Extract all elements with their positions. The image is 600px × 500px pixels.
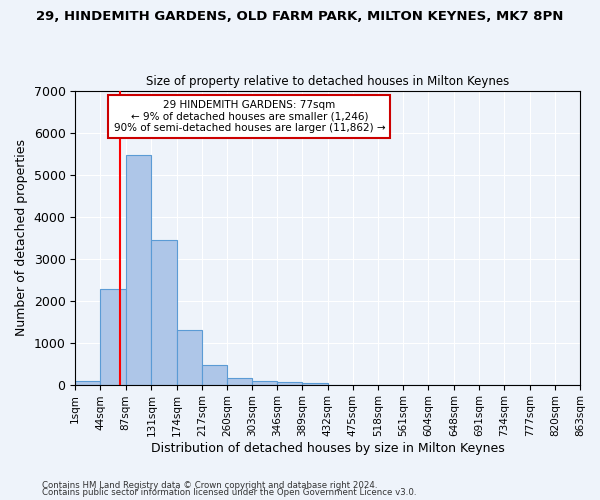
Bar [277,382,302,384]
Text: 29, HINDEMITH GARDENS, OLD FARM PARK, MILTON KEYNES, MK7 8PN: 29, HINDEMITH GARDENS, OLD FARM PARK, MI… [37,10,563,23]
Bar [202,366,227,384]
Bar [125,155,151,384]
X-axis label: Distribution of detached houses by size in Milton Keynes: Distribution of detached houses by size … [151,442,505,455]
Bar [227,378,252,384]
Bar [176,330,202,384]
Bar [100,290,125,384]
Bar [252,381,277,384]
Text: Contains HM Land Registry data © Crown copyright and database right 2024.: Contains HM Land Registry data © Crown c… [42,480,377,490]
Bar [75,382,100,384]
Text: Contains public sector information licensed under the Open Government Licence v3: Contains public sector information licen… [42,488,416,497]
Text: 29 HINDEMITH GARDENS: 77sqm
← 9% of detached houses are smaller (1,246)
90% of s: 29 HINDEMITH GARDENS: 77sqm ← 9% of deta… [113,100,385,133]
Bar [151,240,176,384]
Title: Size of property relative to detached houses in Milton Keynes: Size of property relative to detached ho… [146,76,509,88]
Y-axis label: Number of detached properties: Number of detached properties [15,140,28,336]
Bar [302,383,328,384]
